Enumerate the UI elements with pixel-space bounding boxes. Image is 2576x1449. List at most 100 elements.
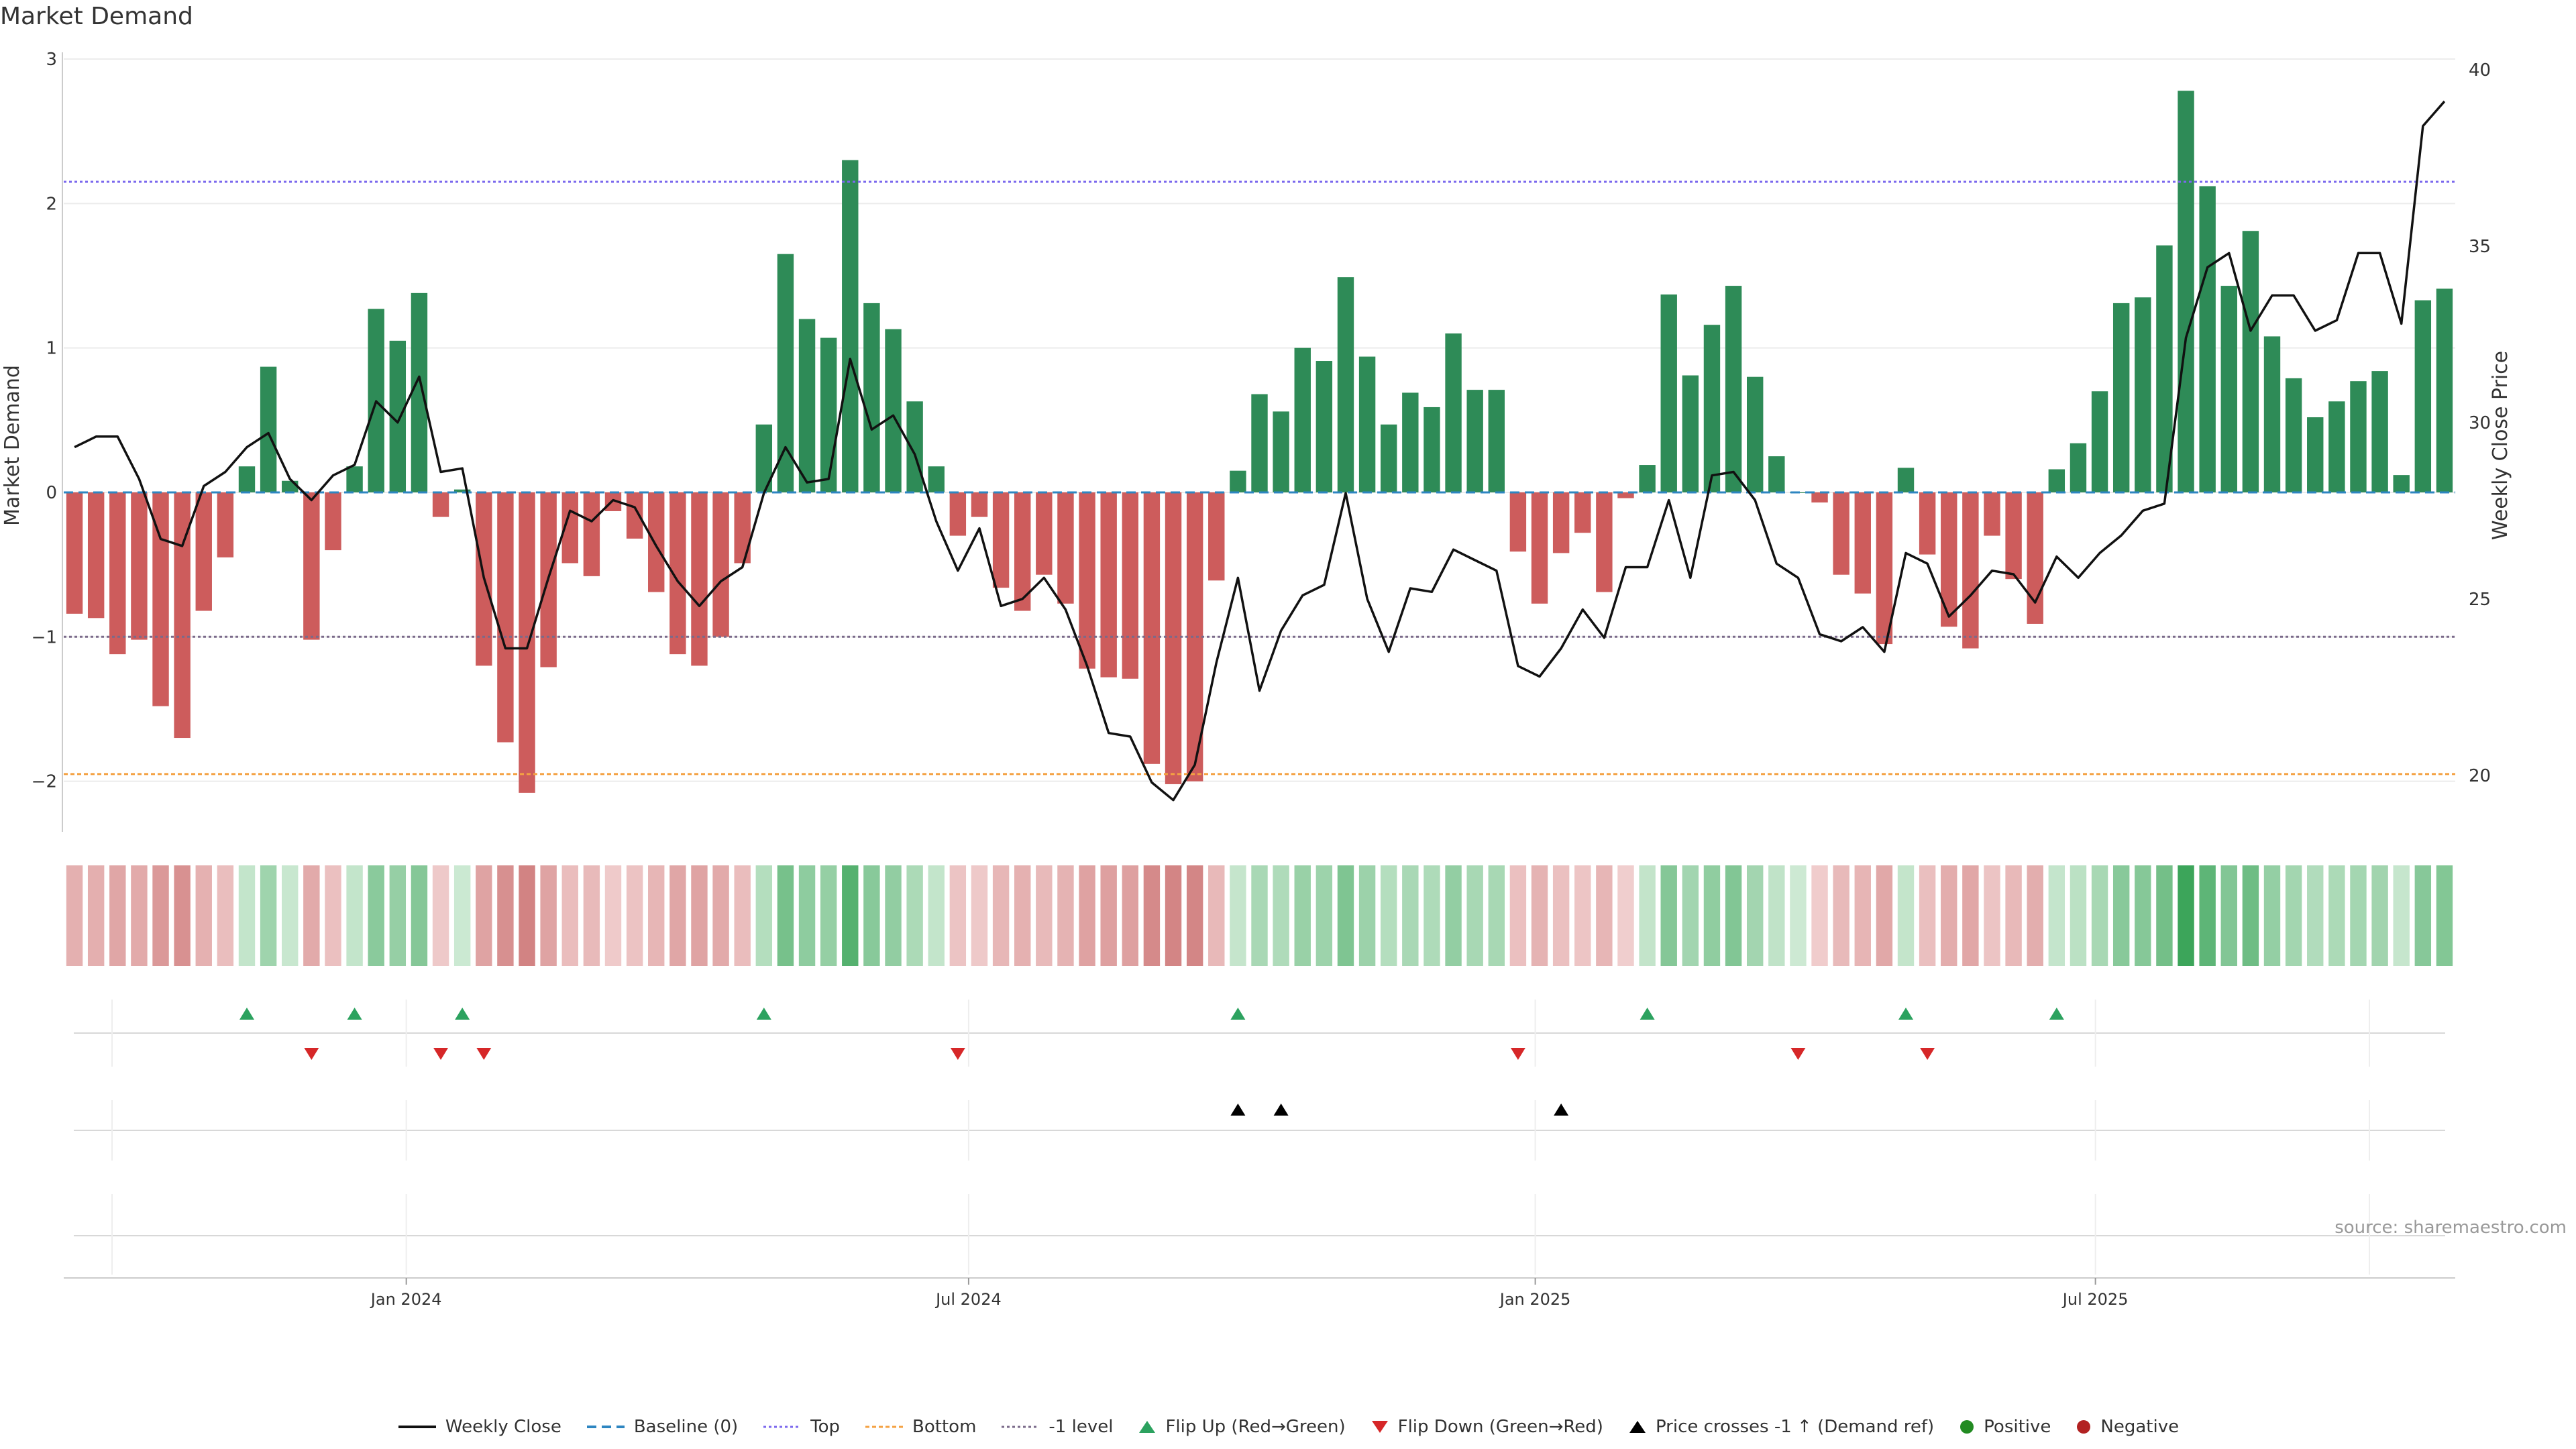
demand-bar <box>1466 390 1483 492</box>
heat-cell <box>519 865 535 966</box>
y2-tick-label: 35 <box>2469 237 2491 257</box>
demand-bar <box>1316 361 1333 492</box>
heat-cell <box>1402 865 1419 966</box>
heat-cell <box>1746 865 1764 966</box>
price-cross-marker <box>1554 1104 1569 1116</box>
demand-bar <box>109 492 126 655</box>
flip-up-marker <box>455 1008 470 1020</box>
heat-cell <box>1186 865 1203 966</box>
demand-bar <box>1919 492 1936 555</box>
demand-bar <box>1941 492 1957 627</box>
legend-label: -1 level <box>1049 1417 1114 1437</box>
heat-cell <box>2178 865 2194 966</box>
demand-bar <box>453 489 471 492</box>
heat-cell <box>2436 865 2453 966</box>
demand-bar <box>1531 492 1548 604</box>
demand-bar <box>2070 443 2087 492</box>
heat-cell <box>2285 865 2302 966</box>
heat-cell <box>453 865 471 966</box>
demand-bar <box>2393 475 2410 492</box>
y-tick-label: 1 <box>46 339 57 359</box>
heat-cell <box>346 865 363 966</box>
legend-negative: Negative <box>2075 1417 2179 1437</box>
legend-minus1: -1 level <box>1000 1417 1113 1437</box>
heat-cell <box>2005 865 2022 966</box>
heat-cell <box>411 865 428 966</box>
y-tick-label: 3 <box>46 50 57 70</box>
heat-cell <box>1337 865 1354 966</box>
circle-icon <box>2077 1420 2091 1434</box>
demand-bar <box>885 329 902 492</box>
demand-bar <box>195 492 212 611</box>
legend-flip-up: Flip Up (Red→Green) <box>1137 1417 1346 1437</box>
heat-cell <box>1703 865 1721 966</box>
demand-bar <box>2156 245 2173 492</box>
demand-bar <box>1660 294 1677 492</box>
source-note: source: sharemaestro.com <box>2334 1218 2567 1238</box>
heat-cell <box>432 865 449 966</box>
x-tick-label: Jan 2024 <box>370 1290 442 1309</box>
legend-baseline: Baseline (0) <box>586 1417 738 1437</box>
heat-cell <box>648 865 665 966</box>
demand-bar <box>1445 333 1462 492</box>
demand-bar <box>842 160 859 492</box>
heat-cell <box>1380 865 1397 966</box>
heat-cell <box>87 865 105 966</box>
y-tick-label: −2 <box>32 772 57 792</box>
demand-bar <box>2307 417 2324 492</box>
price-cross-marker <box>1273 1104 1289 1116</box>
demand-bar <box>1596 492 1613 592</box>
heat-cell <box>1919 865 1936 966</box>
demand-bar <box>1962 492 1979 649</box>
heat-cell <box>260 865 277 966</box>
heat-cell <box>282 865 299 966</box>
demand-bar <box>1639 465 1656 492</box>
legend-dash-icon <box>586 1426 625 1428</box>
heat-cell <box>583 865 600 966</box>
x-tick-label: Jul 2025 <box>2061 1290 2129 1309</box>
triangle-up-icon <box>1629 1421 1646 1433</box>
heat-cell <box>669 865 686 966</box>
demand-bar <box>1208 492 1225 581</box>
heat-cell <box>2350 865 2367 966</box>
legend-dot-line-icon <box>763 1426 802 1428</box>
demand-bar <box>1833 492 1849 575</box>
demand-bar <box>1703 325 1721 492</box>
chart-title: Market Demand <box>0 3 193 30</box>
demand-bar <box>1854 492 1871 594</box>
heat-cell <box>604 865 622 966</box>
heat-cell <box>1100 865 1117 966</box>
heat-cell <box>1660 865 1677 966</box>
legend-positive: Positive <box>1958 1417 2051 1437</box>
legend: Weekly Close Baseline (0) Top Bottom -1 … <box>0 1417 2576 1437</box>
heat-cell <box>1509 865 1527 966</box>
demand-bar <box>863 303 880 492</box>
demand-bar <box>2199 186 2216 492</box>
demand-bar <box>87 492 105 619</box>
demand-bar <box>411 292 428 492</box>
demand-bar <box>1036 492 1053 575</box>
y-tick-label: −1 <box>32 627 57 647</box>
heat-cell <box>1143 865 1161 966</box>
demand-bar <box>66 492 83 614</box>
triangle-down-icon <box>1371 1421 1388 1433</box>
demand-bar <box>1230 470 1246 492</box>
demand-bar <box>2242 231 2259 492</box>
demand-bar <box>1294 347 1311 492</box>
heat-cell <box>389 865 407 966</box>
flip-down-marker <box>950 1048 965 1060</box>
heat-cell <box>2414 865 2432 966</box>
demand-bar <box>1380 424 1397 492</box>
heat-cell <box>820 865 837 966</box>
heat-cell <box>1294 865 1311 966</box>
heat-cell <box>2027 865 2043 966</box>
y-tick-label: 0 <box>46 483 57 503</box>
heat-cell <box>691 865 708 966</box>
heat-cell <box>1079 865 1095 966</box>
demand-bar <box>238 466 256 492</box>
heat-cell <box>476 865 492 966</box>
demand-bar <box>1165 492 1182 784</box>
x-tick-label: Jan 2025 <box>1499 1290 1571 1309</box>
heat-cell <box>1725 865 1742 966</box>
demand-bar <box>2048 469 2065 492</box>
